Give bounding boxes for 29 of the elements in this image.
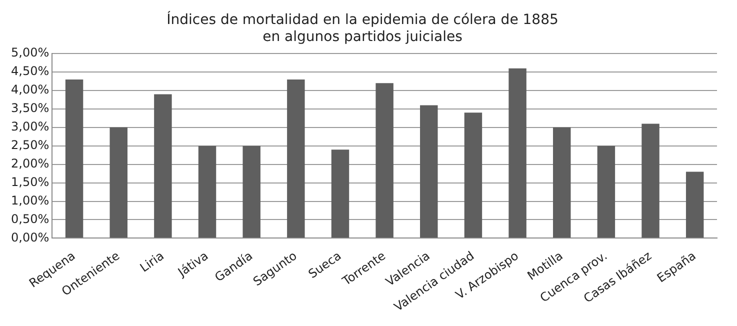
bar <box>597 146 616 238</box>
y-tick-label: 4,50% <box>10 64 50 78</box>
y-tick-label: 4,00% <box>10 82 50 97</box>
bar <box>331 150 350 238</box>
bar <box>110 127 128 238</box>
y-tick-label: 5,00% <box>10 46 50 60</box>
bar <box>464 112 482 238</box>
y-tick-label: 0,00% <box>10 230 50 244</box>
bar <box>420 105 438 238</box>
bar <box>642 124 660 238</box>
y-tick-label: 3,00% <box>10 120 50 134</box>
x-tick-label: Liria <box>137 248 166 275</box>
y-tick-label: 2,00% <box>10 156 50 170</box>
bar <box>198 146 216 238</box>
bar <box>242 146 260 238</box>
y-tick-label: 1,50% <box>10 174 50 189</box>
y-tick-label: 0,50% <box>10 212 50 226</box>
bar <box>154 94 172 238</box>
bar <box>65 79 84 238</box>
bar <box>508 68 526 238</box>
bar <box>287 79 305 238</box>
bar <box>686 172 704 238</box>
y-tick-label: 2,50% <box>10 138 50 152</box>
bar <box>376 83 394 238</box>
y-tick-label: 1,00% <box>10 193 50 208</box>
bar <box>552 127 571 238</box>
y-tick-label: 3,50% <box>10 101 50 116</box>
text: en algunos partidos juiciales <box>262 28 462 45</box>
text: Índices de mortalidad en la epidemia de cólera de 1885 <box>166 12 558 28</box>
